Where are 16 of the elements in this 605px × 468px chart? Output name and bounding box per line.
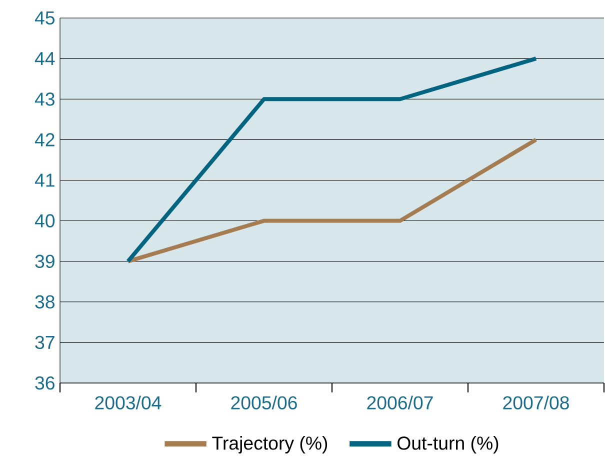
y-tick-label: 37 [35, 336, 54, 350]
x-tick-label: 2003/04 [95, 396, 162, 410]
y-tick-label: 45 [34, 12, 55, 25]
y-tick-label: 41 [34, 174, 54, 187]
y-tick-label: 44 [34, 52, 55, 65]
x-tick-label: 2006/07 [367, 396, 433, 410]
y-tick-label: 39 [35, 254, 54, 268]
legend-label: Trajectory (%) [212, 436, 328, 454]
y-tick-label: 43 [34, 92, 54, 106]
x-tick-label: 2007/08 [503, 396, 569, 410]
y-tick-label: 38 [35, 295, 54, 309]
x-tick-label: 2005/06 [231, 396, 297, 410]
y-tick-label: 36 [35, 376, 54, 390]
y-tick-label: 40 [34, 214, 55, 228]
y-tick-label: 42 [34, 133, 54, 146]
legend-label: Out-turn (%) [398, 436, 498, 454]
